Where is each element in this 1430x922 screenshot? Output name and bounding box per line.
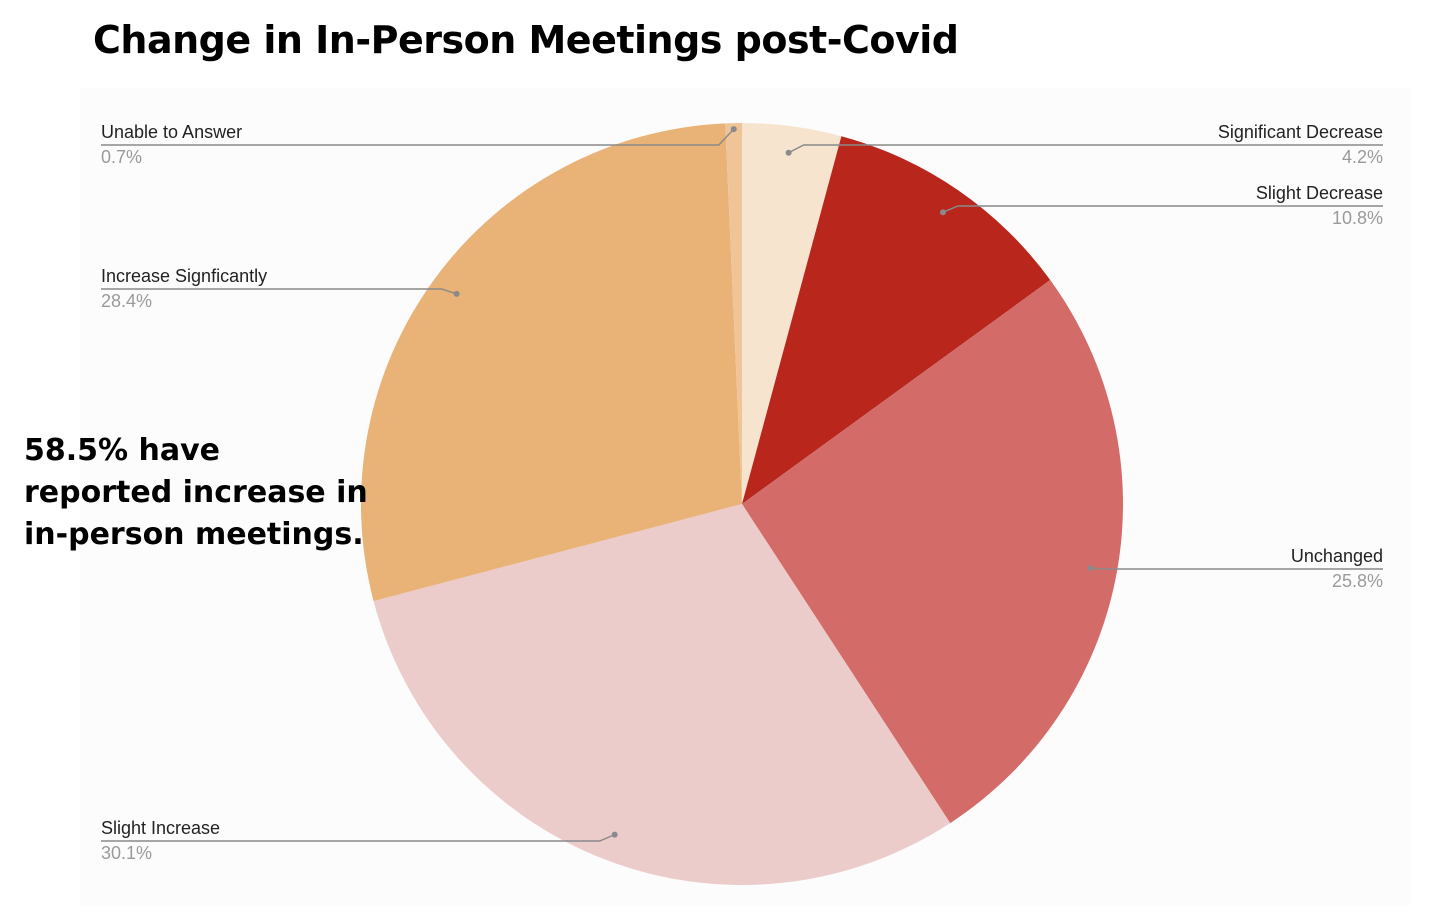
slice-percent: 28.4%	[101, 291, 152, 311]
pie-slice-increase-signficantly	[360, 123, 742, 602]
leader-line	[101, 128, 735, 146]
slice-percent: 10.8%	[1332, 208, 1383, 228]
leader-dot	[785, 149, 792, 156]
slice-percent: 4.2%	[1342, 147, 1383, 167]
leader-dot	[940, 209, 947, 216]
slice-label: Slight Increase	[101, 818, 220, 838]
slice-percent: 25.8%	[1332, 571, 1383, 591]
summary-annotation: 58.5% have reported increase in in-perso…	[24, 433, 368, 552]
chart-title: Change in In-Person Meetings post-Covid	[93, 18, 959, 62]
leader-line	[101, 834, 615, 842]
slice-percent: 0.7%	[101, 147, 142, 167]
leader-line	[1090, 567, 1383, 570]
slice-label: Slight Decrease	[1256, 183, 1383, 203]
pie-callouts: Significant Decrease 4.2% Slight Decrease 1…	[101, 122, 1383, 863]
leader-dot	[730, 126, 737, 133]
leader-line	[788, 144, 1383, 154]
pie-slice-unchanged	[742, 280, 1123, 824]
pie-slices	[360, 123, 1123, 886]
slice-label: Increase Signficantly	[101, 266, 267, 286]
pie-slice-slight-decrease	[742, 136, 1051, 505]
leader-line	[942, 205, 1383, 213]
leader-dot	[453, 290, 460, 297]
slice-label: Significant Decrease	[1218, 122, 1383, 142]
leader-line	[101, 288, 457, 295]
leader-dot	[611, 831, 618, 838]
pie-slice-significant-decrease	[742, 123, 842, 504]
slice-label: Unable to Answer	[101, 122, 242, 142]
pie-slice-slight-increase	[373, 504, 951, 886]
slice-percent: 30.1%	[101, 843, 152, 863]
slice-label: Unchanged	[1291, 546, 1383, 566]
pie-slice-unable-to-answer	[725, 123, 742, 504]
leader-dot	[1087, 565, 1094, 572]
